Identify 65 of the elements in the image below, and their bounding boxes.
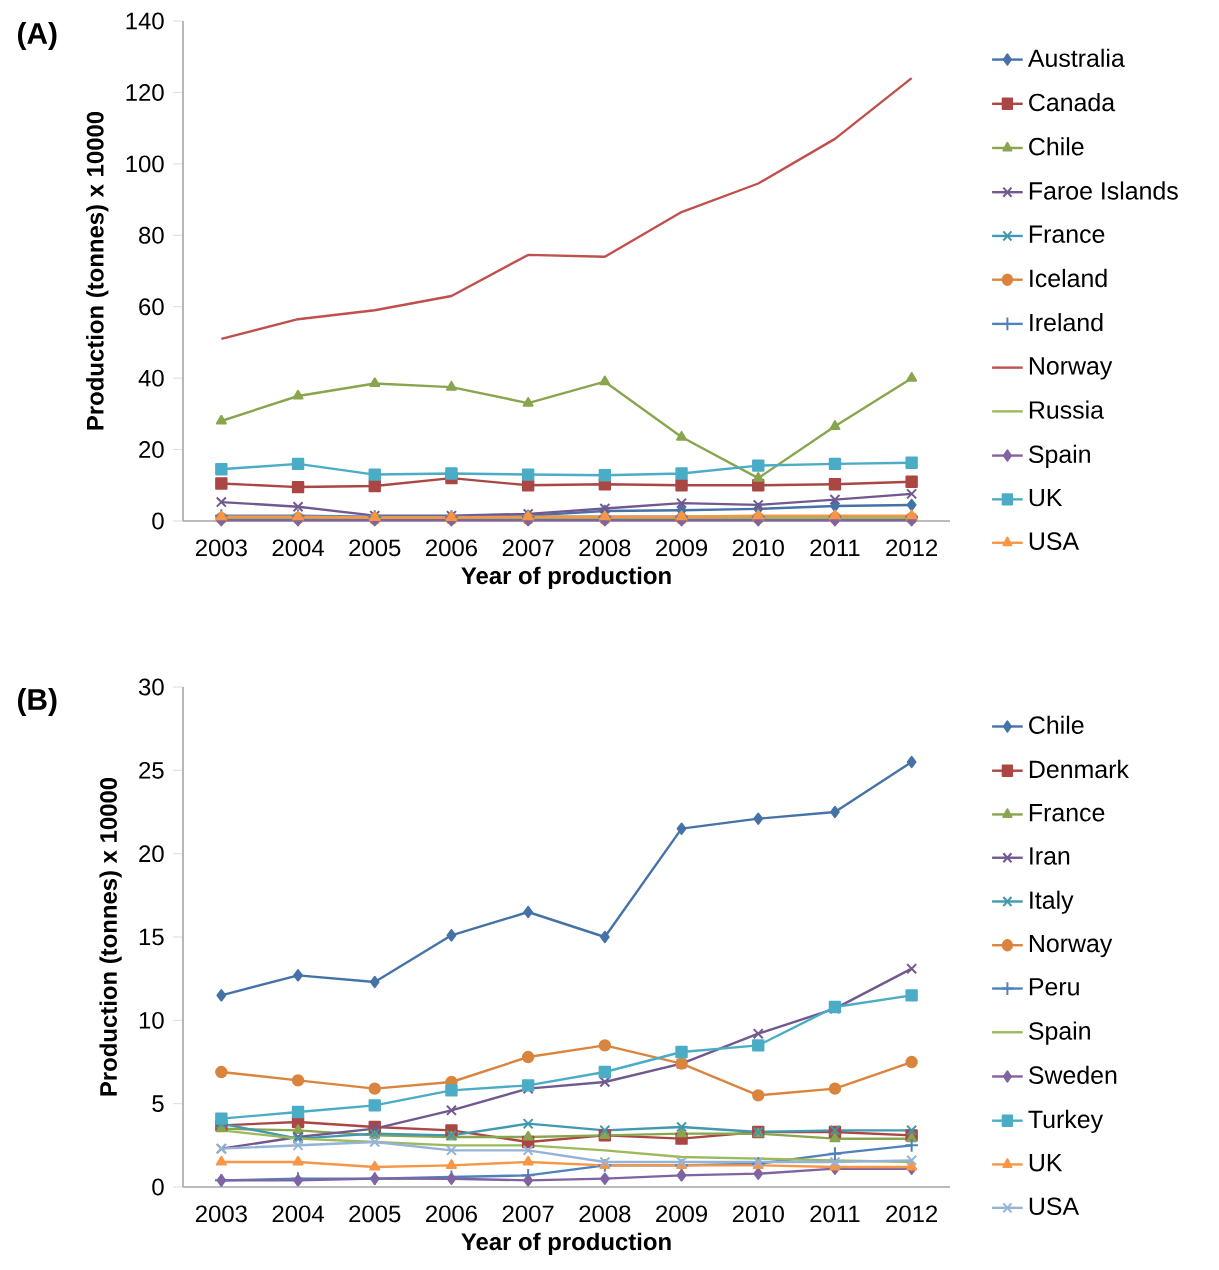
- y-tick-label: 25: [139, 761, 164, 779]
- x-tick-label: 2007: [502, 1205, 554, 1223]
- legend-label: Ireland: [1030, 313, 1103, 332]
- x-tick-label: 2012: [886, 539, 938, 557]
- x-tick-label: 2010: [732, 1205, 784, 1223]
- x-tick-label: 2006: [426, 539, 477, 557]
- legend-label: Chile: [1029, 715, 1084, 734]
- x-tick-label: 2005: [349, 539, 401, 557]
- x-tick-label: 2012: [886, 1205, 938, 1223]
- x-tick-label: 2006: [426, 1205, 477, 1223]
- x-tick-label: 2011: [810, 539, 860, 557]
- y-tick-label: 5: [152, 1095, 164, 1112]
- legend-label: Spain: [1029, 444, 1090, 468]
- legend-label: Sweden: [1029, 1065, 1117, 1084]
- x-tick-label: 2010: [732, 539, 784, 557]
- x-tick-label: 2009: [656, 539, 707, 557]
- y-tick-label: 80: [139, 226, 164, 244]
- y-tick-label: 40: [138, 369, 164, 387]
- x-axis-title: Year of production: [461, 1232, 671, 1255]
- legend-label: Faroe Islands: [1029, 181, 1178, 200]
- x-tick-label: 2004: [272, 1205, 324, 1223]
- legend-label: Iceland: [1030, 268, 1107, 288]
- x-tick-label: 2008: [579, 1205, 631, 1223]
- y-tick-label: 0: [152, 512, 164, 530]
- legend-label: Chile: [1029, 137, 1084, 156]
- x-axis-title: Year of production: [461, 566, 671, 589]
- legend-label: UK: [1029, 1154, 1063, 1172]
- x-tick-label: 2007: [502, 539, 554, 557]
- y-tick-label: 140: [126, 12, 164, 30]
- y-tick-label: 120: [126, 83, 164, 101]
- legend-label: Spain: [1029, 1021, 1090, 1045]
- y-axis-title: Production (tonnes) x 10000: [99, 777, 122, 1096]
- y-tick-label: 0: [152, 1178, 164, 1196]
- y-tick-label: 100: [126, 155, 164, 173]
- legend-label: France: [1029, 225, 1105, 243]
- y-tick-label: 20: [139, 845, 164, 863]
- legend-label: Iran: [1030, 847, 1070, 865]
- legend-label: Russia: [1029, 400, 1104, 419]
- legend-label: Turkey: [1028, 1109, 1104, 1134]
- legend-label: Italy: [1030, 890, 1074, 914]
- legend-label: USA: [1029, 1197, 1080, 1215]
- legend-label: UK: [1029, 488, 1063, 507]
- y-tick-label: 20: [139, 441, 164, 459]
- legend-label: Canada: [1029, 92, 1116, 112]
- legend-label: Peru: [1029, 978, 1079, 996]
- y-axis-title: Production (tonnes) x 10000: [86, 111, 109, 430]
- text: (A): [17, 22, 57, 50]
- legend-label: Norway: [1029, 357, 1113, 380]
- x-tick-label: 2005: [349, 1205, 401, 1223]
- x-tick-label: 2004: [272, 539, 324, 557]
- x-tick-label: 2003: [195, 539, 247, 557]
- legend-label: Denmark: [1029, 759, 1129, 779]
- x-tick-label: 2009: [656, 1205, 707, 1223]
- legend-label: USA: [1029, 532, 1080, 550]
- text: (B): [17, 688, 57, 716]
- legend-label: France: [1029, 804, 1105, 822]
- y-tick-label: 30: [138, 678, 164, 696]
- legend-label: Norway: [1029, 934, 1113, 958]
- x-tick-label: 2011: [810, 1205, 860, 1223]
- x-tick-label: 2003: [195, 1205, 247, 1223]
- y-tick-label: 10: [139, 1011, 164, 1029]
- legend-label: Australia: [1027, 48, 1125, 68]
- y-tick-label: 15: [139, 928, 164, 946]
- y-tick-label: 60: [139, 298, 164, 316]
- x-tick-label: 2008: [579, 539, 631, 557]
